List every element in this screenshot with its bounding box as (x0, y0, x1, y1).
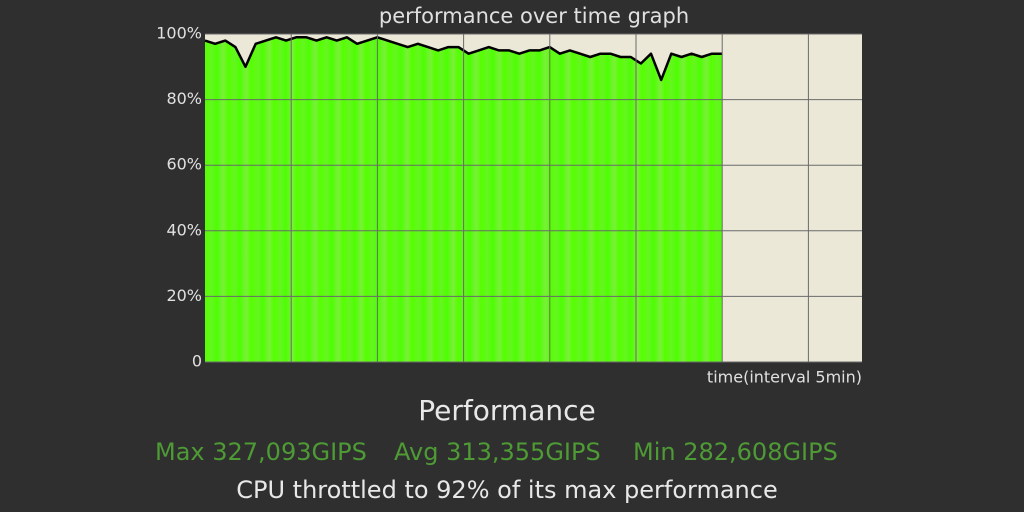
stat-avg: Avg 313,355GIPS (394, 438, 601, 466)
summary-heading: Performance (418, 394, 595, 427)
stat-min: Min 282,608GIPS (633, 438, 838, 466)
stat-max: Max 327,093GIPS (155, 438, 367, 466)
plot (204, 33, 862, 363)
y-tick-label: 40% (166, 220, 202, 239)
y-tick-label: 80% (166, 89, 202, 108)
x-axis-label: time(interval 5min) (707, 368, 862, 387)
y-tick-label: 20% (166, 286, 202, 305)
y-tick-label: 0 (192, 352, 202, 371)
y-tick-label: 60% (166, 155, 202, 174)
y-tick-label: 100% (156, 24, 202, 43)
chart-title: performance over time graph (379, 4, 689, 28)
throttle-note: CPU throttled to 92% of its max performa… (236, 476, 777, 504)
